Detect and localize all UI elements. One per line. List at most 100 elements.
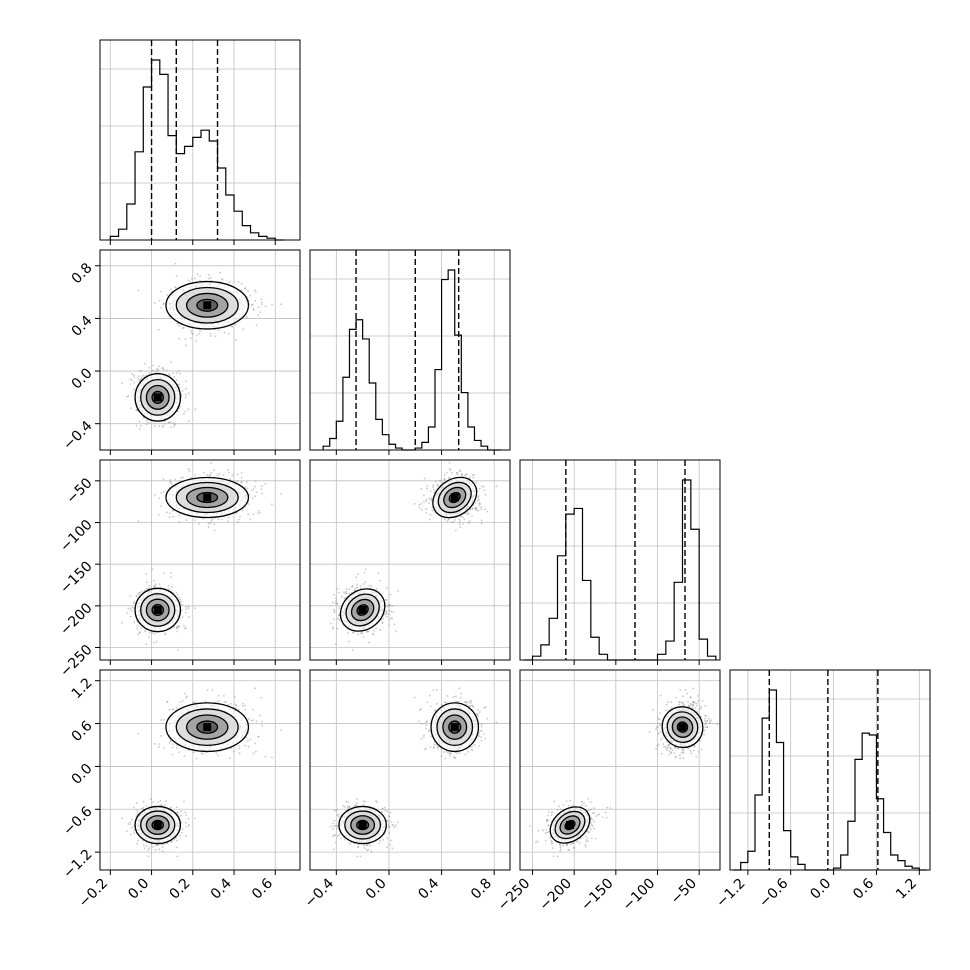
- scatter-point: [345, 588, 348, 591]
- scatter-point: [426, 487, 428, 490]
- scatter-point: [166, 700, 168, 703]
- scatter-point: [418, 506, 421, 509]
- scatter-point: [176, 322, 179, 325]
- scatter-point: [180, 477, 183, 479]
- scatter-point: [466, 511, 469, 514]
- scatter-point: [162, 303, 165, 305]
- scatter-point: [137, 375, 140, 378]
- scatter-point: [386, 615, 389, 618]
- scatter-point: [176, 627, 178, 630]
- scatter-point: [471, 473, 474, 476]
- scatter-point: [164, 420, 166, 423]
- scatter-point: [209, 277, 212, 279]
- scatter-point: [241, 509, 244, 512]
- scatter-point: [443, 478, 446, 481]
- scatter-point: [252, 752, 255, 755]
- scatter-point: [137, 633, 140, 636]
- scatter-point: [245, 481, 248, 484]
- scatter-point: [459, 515, 462, 518]
- scatter-point: [175, 706, 178, 709]
- scatter-point: [220, 278, 223, 280]
- scatter-point: [183, 412, 185, 415]
- scatter-point: [249, 738, 252, 741]
- axes-frame: [309, 459, 511, 661]
- scatter-point: [495, 485, 498, 488]
- scatter-point: [436, 484, 439, 487]
- scatter-point: [247, 513, 250, 516]
- scatter-point: [356, 586, 358, 589]
- scatter-point: [148, 587, 151, 590]
- scatter-point: [181, 476, 184, 479]
- axes-frame: [519, 459, 721, 661]
- scatter-point: [343, 597, 346, 600]
- scatter-point: [158, 328, 160, 331]
- scatter-point: [456, 471, 459, 474]
- scatter-point: [208, 474, 211, 477]
- scatter-point: [139, 591, 142, 594]
- scatter-point: [260, 488, 263, 491]
- scatter-point: [169, 576, 172, 579]
- scatter-point: [216, 474, 219, 476]
- scatter-point: [386, 605, 388, 607]
- scatter-point: [332, 601, 334, 604]
- scatter-point: [431, 509, 434, 512]
- scatter-point: [184, 611, 187, 614]
- scatter-point: [190, 277, 193, 280]
- scatter-point: [145, 423, 148, 426]
- scatter-point: [161, 424, 164, 427]
- scatter-point: [194, 519, 196, 522]
- scatter-point: [255, 491, 258, 494]
- scatter-point: [366, 630, 369, 633]
- scatter-point: [145, 374, 148, 377]
- scatter-point: [170, 483, 173, 485]
- scatter-point: [460, 472, 463, 475]
- scatter-point: [184, 394, 187, 396]
- scatter-point: [458, 523, 461, 525]
- scatter-point: [474, 502, 477, 504]
- scatter-point: [183, 692, 186, 695]
- scatter-point: [194, 474, 197, 476]
- scatter-point: [162, 368, 165, 371]
- density-peak: [153, 606, 162, 614]
- scatter-point: [455, 471, 458, 474]
- scatter-point: [480, 519, 483, 522]
- scatter-point: [165, 369, 168, 372]
- scatter-point: [202, 752, 205, 755]
- scatter-point: [484, 508, 487, 511]
- density-peak: [153, 393, 162, 402]
- scatter-point: [153, 632, 156, 635]
- scatter-point: [227, 520, 229, 523]
- scatter-point: [385, 599, 388, 601]
- scatter-point: [162, 302, 165, 305]
- scatter-point: [341, 595, 343, 598]
- scatter-point: [244, 287, 247, 289]
- scatter-point: [152, 579, 155, 582]
- scatter-point: [138, 428, 141, 430]
- scatter-point: [174, 478, 177, 481]
- scatter-point: [175, 379, 178, 381]
- scatter-point: [209, 335, 212, 337]
- scatter-point: [141, 590, 143, 593]
- scatter-point: [138, 593, 141, 596]
- scatter-point: [478, 504, 480, 507]
- scatter-point: [430, 497, 433, 500]
- scatter-point: [260, 485, 263, 488]
- scatter-point: [468, 513, 470, 516]
- scatter-point: [217, 329, 220, 332]
- scatter-point: [456, 473, 459, 476]
- scatter-point: [208, 273, 210, 276]
- scatter-point: [446, 471, 448, 474]
- scatter-point: [199, 330, 201, 333]
- scatter-point: [385, 609, 387, 612]
- scatter-point: [168, 421, 170, 424]
- scatter-point: [154, 583, 157, 586]
- scatter-point: [385, 612, 388, 615]
- scatter-point: [161, 850, 164, 853]
- scatter-point: [210, 471, 213, 474]
- scatter-point: [148, 371, 151, 374]
- scatter-point: [211, 518, 214, 521]
- scatter-point: [148, 366, 151, 369]
- scatter-point: [428, 518, 431, 521]
- scatter-point: [379, 628, 382, 631]
